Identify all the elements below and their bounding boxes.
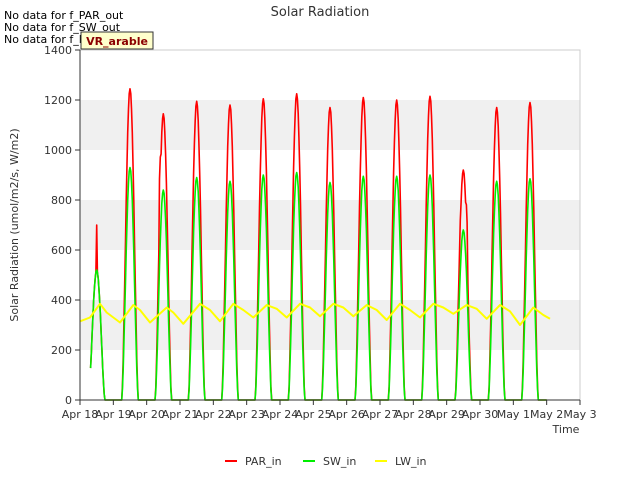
annotation-text: VR_arable [86,35,148,48]
no-data-note-sw: No data for f_SW_out [4,21,121,34]
x-tick-label: May 3 [563,408,596,421]
x-tick-label: Apr 21 [162,408,199,421]
no-data-note-par: No data for f_PAR_out [4,9,124,22]
legend-label: PAR_in [245,455,282,468]
y-axis-label: Solar Radiation (umol/m2/s, W/m2) [8,128,21,321]
x-tick-label: Apr 30 [462,408,499,421]
series-line-lw-in [79,302,551,326]
x-tick-label: Apr 24 [262,408,299,421]
x-tick-label: May 2 [530,408,563,421]
x-tick-label: Apr 18 [62,408,99,421]
y-tick-label: 800 [51,194,72,207]
grid-band [80,200,580,250]
series-layer [79,88,551,401]
x-tick-label: Apr 28 [395,408,432,421]
x-tick-label: Apr 29 [428,408,465,421]
y-tick-label: 0 [65,394,72,407]
series-line-sw-in [89,166,547,401]
x-tick-label: Apr 20 [128,408,165,421]
y-tick-label: 1200 [44,94,72,107]
y-tick-label: 400 [51,294,72,307]
x-tick-label: Apr 19 [95,408,132,421]
x-tick-label: Apr 23 [228,408,265,421]
y-tick-label: 1000 [44,144,72,157]
x-tick-label: May 1 [497,408,530,421]
y-tick-label: 1400 [44,44,72,57]
x-tick-label: Apr 22 [195,408,232,421]
x-tick-label: Apr 25 [295,408,332,421]
legend: PAR_in SW_in LW_in [225,455,427,468]
vr-arable-annotation: VR_arable [80,31,154,50]
annotation-box [80,31,154,50]
x-axis-label: Time [552,423,580,436]
y-axis: 0 200 400 600 800 1000 1200 1400 [44,44,81,407]
legend-label: LW_in [395,455,427,468]
y-tick-label: 200 [51,344,72,357]
legend-label: SW_in [323,455,356,468]
grid-bands [80,100,580,350]
y-tick-label: 600 [51,244,72,257]
x-tick-label: Apr 26 [328,408,365,421]
x-tick-label: Apr 27 [362,408,399,421]
chart-title: Solar Radiation [271,5,370,20]
